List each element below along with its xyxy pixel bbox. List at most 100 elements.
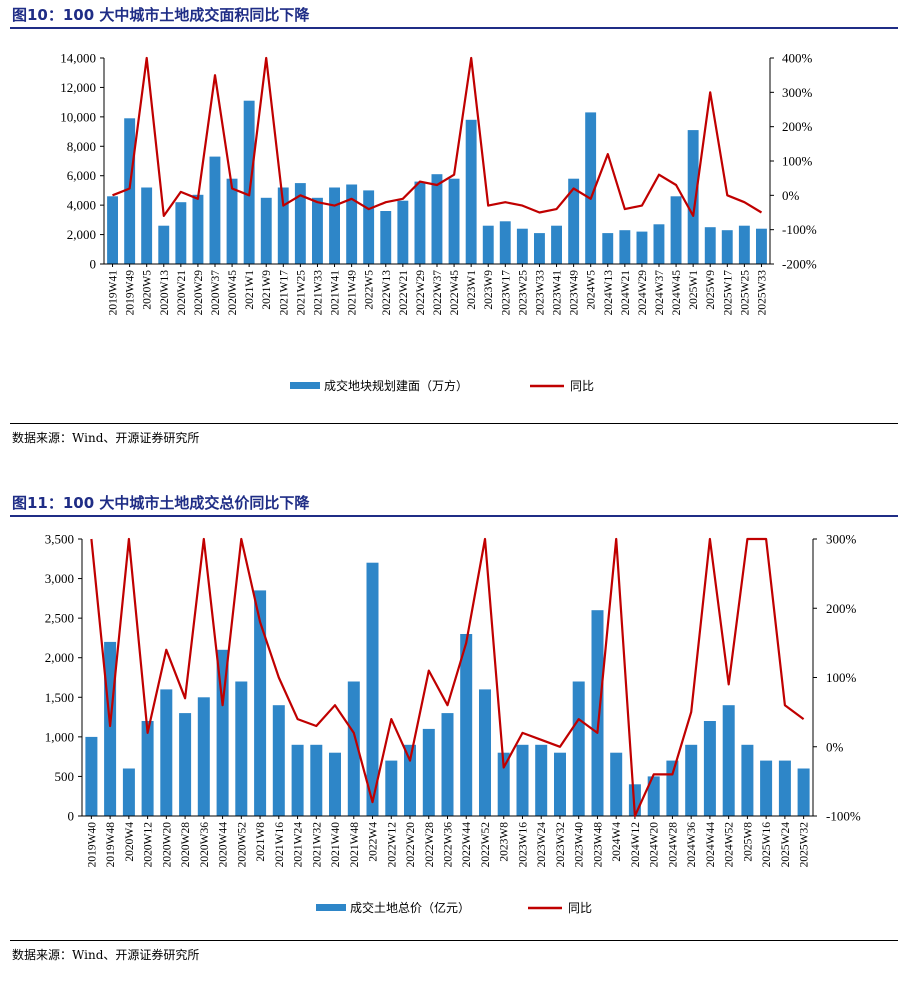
- bar-2025W17: [721, 230, 733, 264]
- figure-10-top-rule: [10, 27, 898, 29]
- x-tick-label: 2020W52: [236, 822, 248, 868]
- x-tick-label: 2024W12: [630, 822, 642, 868]
- x-tick-label: 2024W52: [724, 822, 736, 868]
- bar-2021W17: [277, 187, 289, 264]
- bar-2022W20: [404, 744, 416, 816]
- x-tick-label: 2025W1: [688, 270, 700, 310]
- bar-2023W9: [482, 225, 494, 264]
- left-tick-label: 6,000: [67, 168, 96, 183]
- bar-2020W36: [197, 697, 210, 816]
- x-tick-label: 2023W41: [552, 270, 564, 316]
- x-tick-label: 2019W48: [105, 822, 117, 868]
- x-tick-label: 2021W9: [261, 270, 273, 310]
- x-tick-label: 2025W9: [705, 270, 717, 310]
- figure-11-top-rule: [10, 515, 898, 517]
- left-tick-label: 10,000: [60, 109, 96, 124]
- x-tick-label: 2020W5: [142, 270, 154, 310]
- bar-2020W13: [158, 225, 170, 264]
- x-tick-label: 2020W20: [161, 822, 173, 868]
- bar-2020W28: [179, 713, 192, 816]
- x-tick-label: 2020W13: [159, 270, 171, 316]
- legend-line-label: 同比: [570, 379, 594, 393]
- bar-2024W36: [685, 744, 698, 816]
- bar-2025W24: [778, 760, 791, 816]
- figure-10-source-rule: [10, 423, 898, 424]
- x-tick-label: 2021W49: [347, 270, 359, 316]
- x-tick-label: 2024W29: [637, 270, 649, 316]
- x-tick-label: 2022W13: [381, 270, 393, 316]
- bar-2021W25: [294, 183, 306, 264]
- x-tick-label: 2023W1: [466, 270, 478, 310]
- x-tick-label: 2021W41: [330, 270, 342, 316]
- figure-11-title: 图11：100 大中城市土地成交总价同比下降: [12, 494, 310, 512]
- left-tick-label: 3,500: [45, 532, 74, 547]
- bar-2024W45: [670, 196, 682, 264]
- left-tick-label: 0: [90, 257, 97, 272]
- x-tick-label: 2022W20: [405, 822, 417, 868]
- bar-2023W24: [535, 744, 548, 816]
- left-tick-label: 2,000: [67, 227, 96, 242]
- bar-2025W1: [687, 130, 699, 264]
- x-tick-label: 2022W12: [386, 822, 398, 868]
- bar-2022W5: [363, 190, 375, 264]
- left-tick-label: 2,500: [45, 611, 74, 626]
- legend-bar-swatch: [316, 904, 346, 911]
- bar-2021W1: [243, 100, 255, 264]
- bar-2019W49: [124, 118, 136, 264]
- x-tick-label: 2019W41: [108, 270, 120, 316]
- x-tick-label: 2025W17: [722, 270, 734, 316]
- x-tick-label: 2022W52: [480, 822, 492, 868]
- x-tick-label: 2023W49: [569, 270, 581, 316]
- x-tick-label: 2019W40: [86, 822, 98, 868]
- x-tick-label: 2022W36: [443, 822, 455, 868]
- x-tick-label: 2021W33: [312, 270, 324, 316]
- x-tick-label: 2023W17: [500, 270, 512, 316]
- x-tick-label: 2025W16: [761, 822, 773, 868]
- x-tick-label: 2025W32: [799, 822, 811, 868]
- x-tick-label: 2022W28: [424, 822, 436, 868]
- left-tick-label: 2,000: [45, 650, 74, 665]
- bar-2022W44: [460, 634, 473, 816]
- yoy-line: [90, 537, 805, 818]
- x-tick-label: 2023W33: [534, 270, 546, 316]
- x-tick-label: 2022W21: [398, 270, 410, 316]
- bar-2022W21: [397, 200, 409, 264]
- bar-2021W33: [312, 197, 323, 264]
- bar-2025W25: [738, 225, 750, 264]
- x-tick-label: 2025W24: [780, 822, 792, 868]
- x-tick-label: 2020W44: [218, 822, 230, 868]
- bar-2024W44: [703, 721, 716, 816]
- bar-2024W37: [653, 224, 665, 264]
- x-tick-label: 2020W45: [227, 270, 239, 316]
- right-tick-label: -100%: [826, 809, 861, 824]
- x-tick-label: 2021W24: [293, 822, 305, 868]
- right-tick-label: -100%: [782, 222, 817, 237]
- bar-2025W9: [704, 227, 716, 264]
- x-tick-label: 2024W28: [667, 822, 679, 868]
- bar-2021W9: [260, 197, 272, 264]
- right-tick-label: 300%: [826, 532, 857, 547]
- bar-2022W4: [366, 562, 379, 816]
- x-tick-label: 2022W44: [461, 822, 473, 868]
- right-tick-label: 100%: [826, 670, 857, 685]
- bar-2021W48: [347, 681, 360, 816]
- bar-2020W45: [226, 178, 238, 264]
- left-tick-label: 500: [55, 769, 75, 784]
- bar-2024W13: [602, 233, 614, 264]
- bar-2020W52: [235, 681, 248, 816]
- x-tick-label: 2023W16: [517, 822, 529, 868]
- bar-2021W24: [291, 744, 304, 816]
- x-tick-label: 2023W24: [536, 822, 548, 868]
- figure-10-source: 数据来源：Wind、开源证券研究所: [12, 431, 200, 445]
- legend-line-label: 同比: [568, 901, 592, 915]
- bar-2019W48: [104, 641, 117, 816]
- bar-2025W8: [741, 744, 754, 816]
- right-tick-label: 0%: [826, 739, 844, 754]
- left-tick-label: 0: [68, 809, 75, 824]
- x-tick-label: 2025W25: [739, 270, 751, 316]
- bar-2019W40: [85, 736, 98, 816]
- right-tick-label: 200%: [782, 119, 813, 134]
- x-tick-label: 2022W4: [368, 822, 380, 862]
- bar-2020W37: [209, 156, 221, 264]
- x-tick-label: 2020W36: [199, 822, 211, 868]
